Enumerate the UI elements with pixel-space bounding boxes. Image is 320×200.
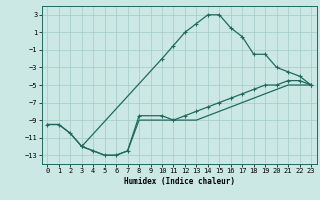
X-axis label: Humidex (Indice chaleur): Humidex (Indice chaleur): [124, 177, 235, 186]
